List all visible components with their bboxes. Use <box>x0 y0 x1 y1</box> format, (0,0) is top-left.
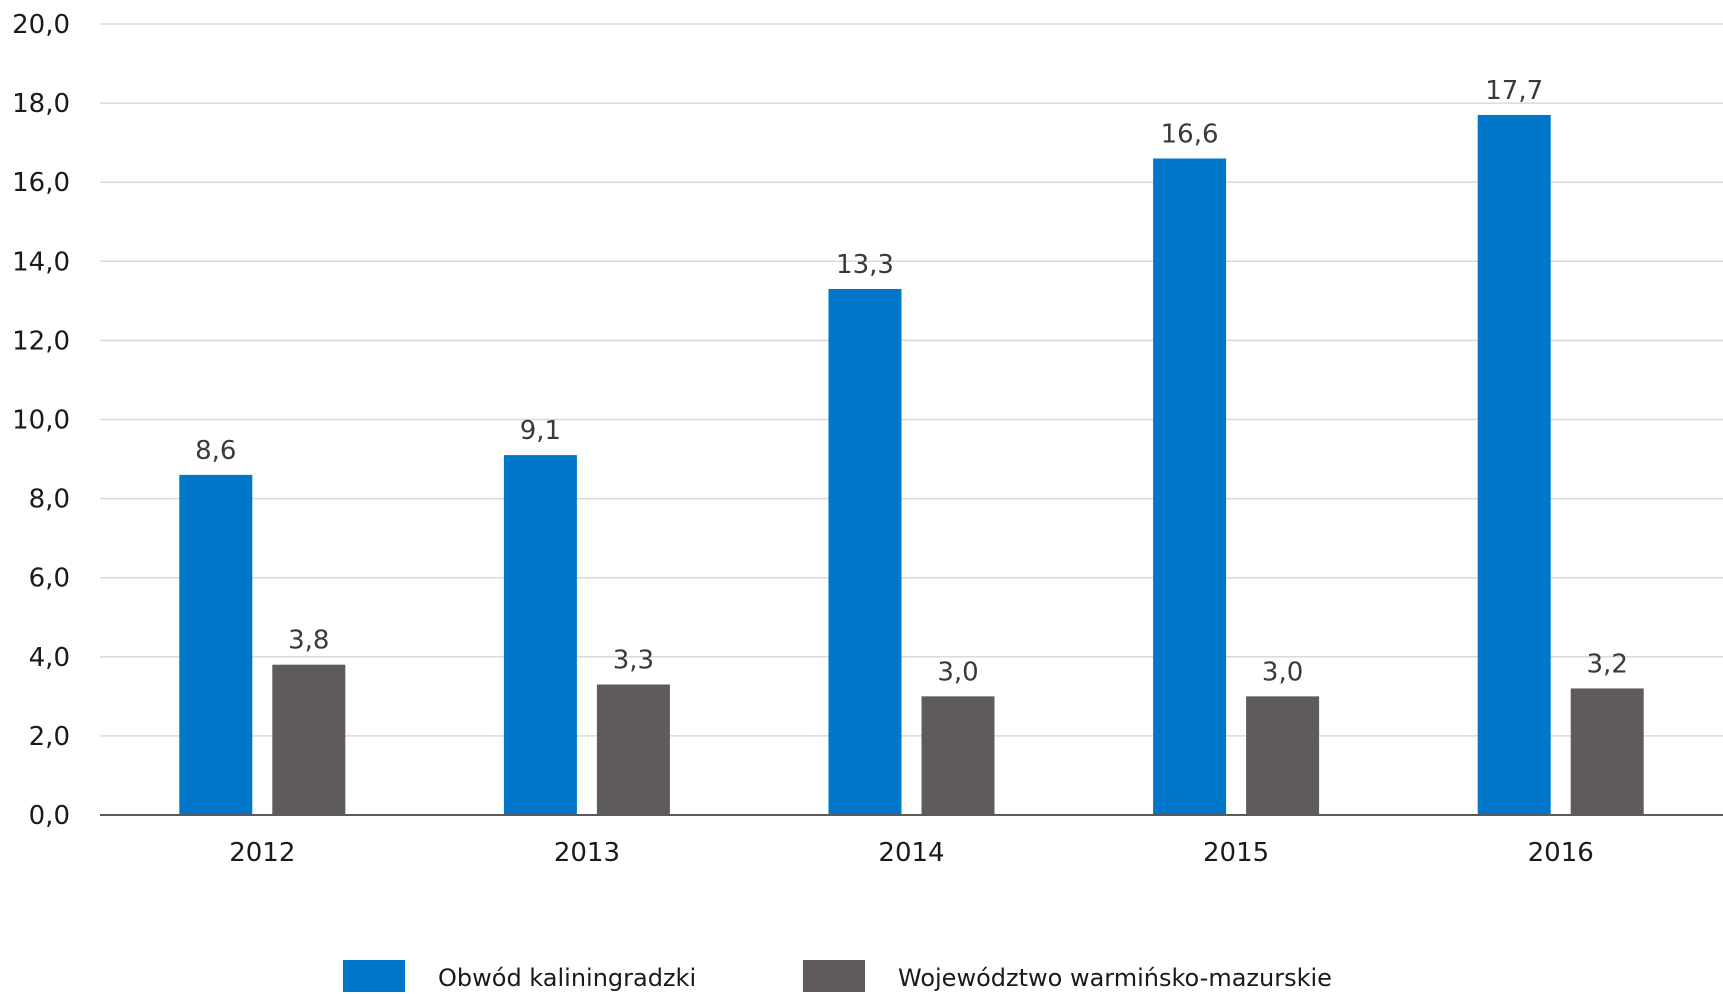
bar-series-1 <box>1153 158 1227 816</box>
data-label: 3,2 <box>1587 649 1628 679</box>
data-label: 9,1 <box>520 416 561 446</box>
bar-series-1 <box>503 455 577 815</box>
y-tick-label: 18,0 <box>12 89 70 119</box>
bar-series-1 <box>179 474 253 815</box>
x-tick-label: 2016 <box>1528 838 1594 868</box>
bars <box>179 114 1644 816</box>
data-label: 3,8 <box>288 626 329 656</box>
y-tick-label: 4,0 <box>29 643 70 673</box>
bar-series-2 <box>921 696 995 815</box>
legend-label: Obwód kaliningradzki <box>438 964 696 992</box>
data-label: 8,6 <box>195 436 236 466</box>
legend-label: Województwo warmińsko-mazurskie <box>898 964 1332 992</box>
y-tick-label: 10,0 <box>12 406 70 436</box>
y-tick-label: 2,0 <box>29 722 70 752</box>
y-axis-ticks: 0,0 2,0 4,0 6,0 8,0 10,0 12,0 14,0 16,0 18,0 20,0 <box>12 10 70 831</box>
gridlines <box>100 23 1723 737</box>
data-labels: 8,6 3,8 9,1 3,3 13,3 3,0 16,6 3,0 17,7 3,2 <box>195 76 1628 687</box>
y-tick-label: 6,0 <box>29 564 70 594</box>
x-axis: 2012 2013 2014 2015 2016 <box>100 814 1723 868</box>
data-label: 3,3 <box>613 645 654 675</box>
bar-series-1 <box>1477 114 1551 816</box>
data-label: 3,0 <box>937 657 978 687</box>
y-tick-label: 16,0 <box>12 168 70 198</box>
y-tick-label: 0,0 <box>29 801 70 831</box>
y-tick-label: 14,0 <box>12 247 70 277</box>
bar-series-2 <box>1246 696 1320 815</box>
legend-swatch-1 <box>343 960 405 992</box>
y-tick-label: 12,0 <box>12 326 70 356</box>
x-tick-label: 2014 <box>878 838 944 868</box>
bar-series-2 <box>1570 688 1644 815</box>
y-tick-label: 8,0 <box>29 485 70 515</box>
x-tick-label: 2015 <box>1203 838 1269 868</box>
data-label: 13,3 <box>836 250 894 280</box>
x-tick-label: 2013 <box>554 838 620 868</box>
bar-series-2 <box>596 684 670 815</box>
legend-swatch-2 <box>803 960 865 992</box>
data-label: 16,6 <box>1161 119 1219 149</box>
y-tick-label: 20,0 <box>12 10 70 40</box>
data-label: 17,7 <box>1485 76 1543 106</box>
x-tick-label: 2012 <box>229 838 295 868</box>
bar-series-2 <box>272 664 346 815</box>
legend: Obwód kaliningradzki Województwo warmińsk… <box>343 960 1332 992</box>
bar-series-1 <box>828 288 902 815</box>
data-label: 3,0 <box>1262 657 1303 687</box>
